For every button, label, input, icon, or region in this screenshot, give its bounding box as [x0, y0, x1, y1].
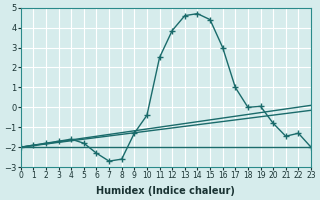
X-axis label: Humidex (Indice chaleur): Humidex (Indice chaleur) [96, 186, 235, 196]
